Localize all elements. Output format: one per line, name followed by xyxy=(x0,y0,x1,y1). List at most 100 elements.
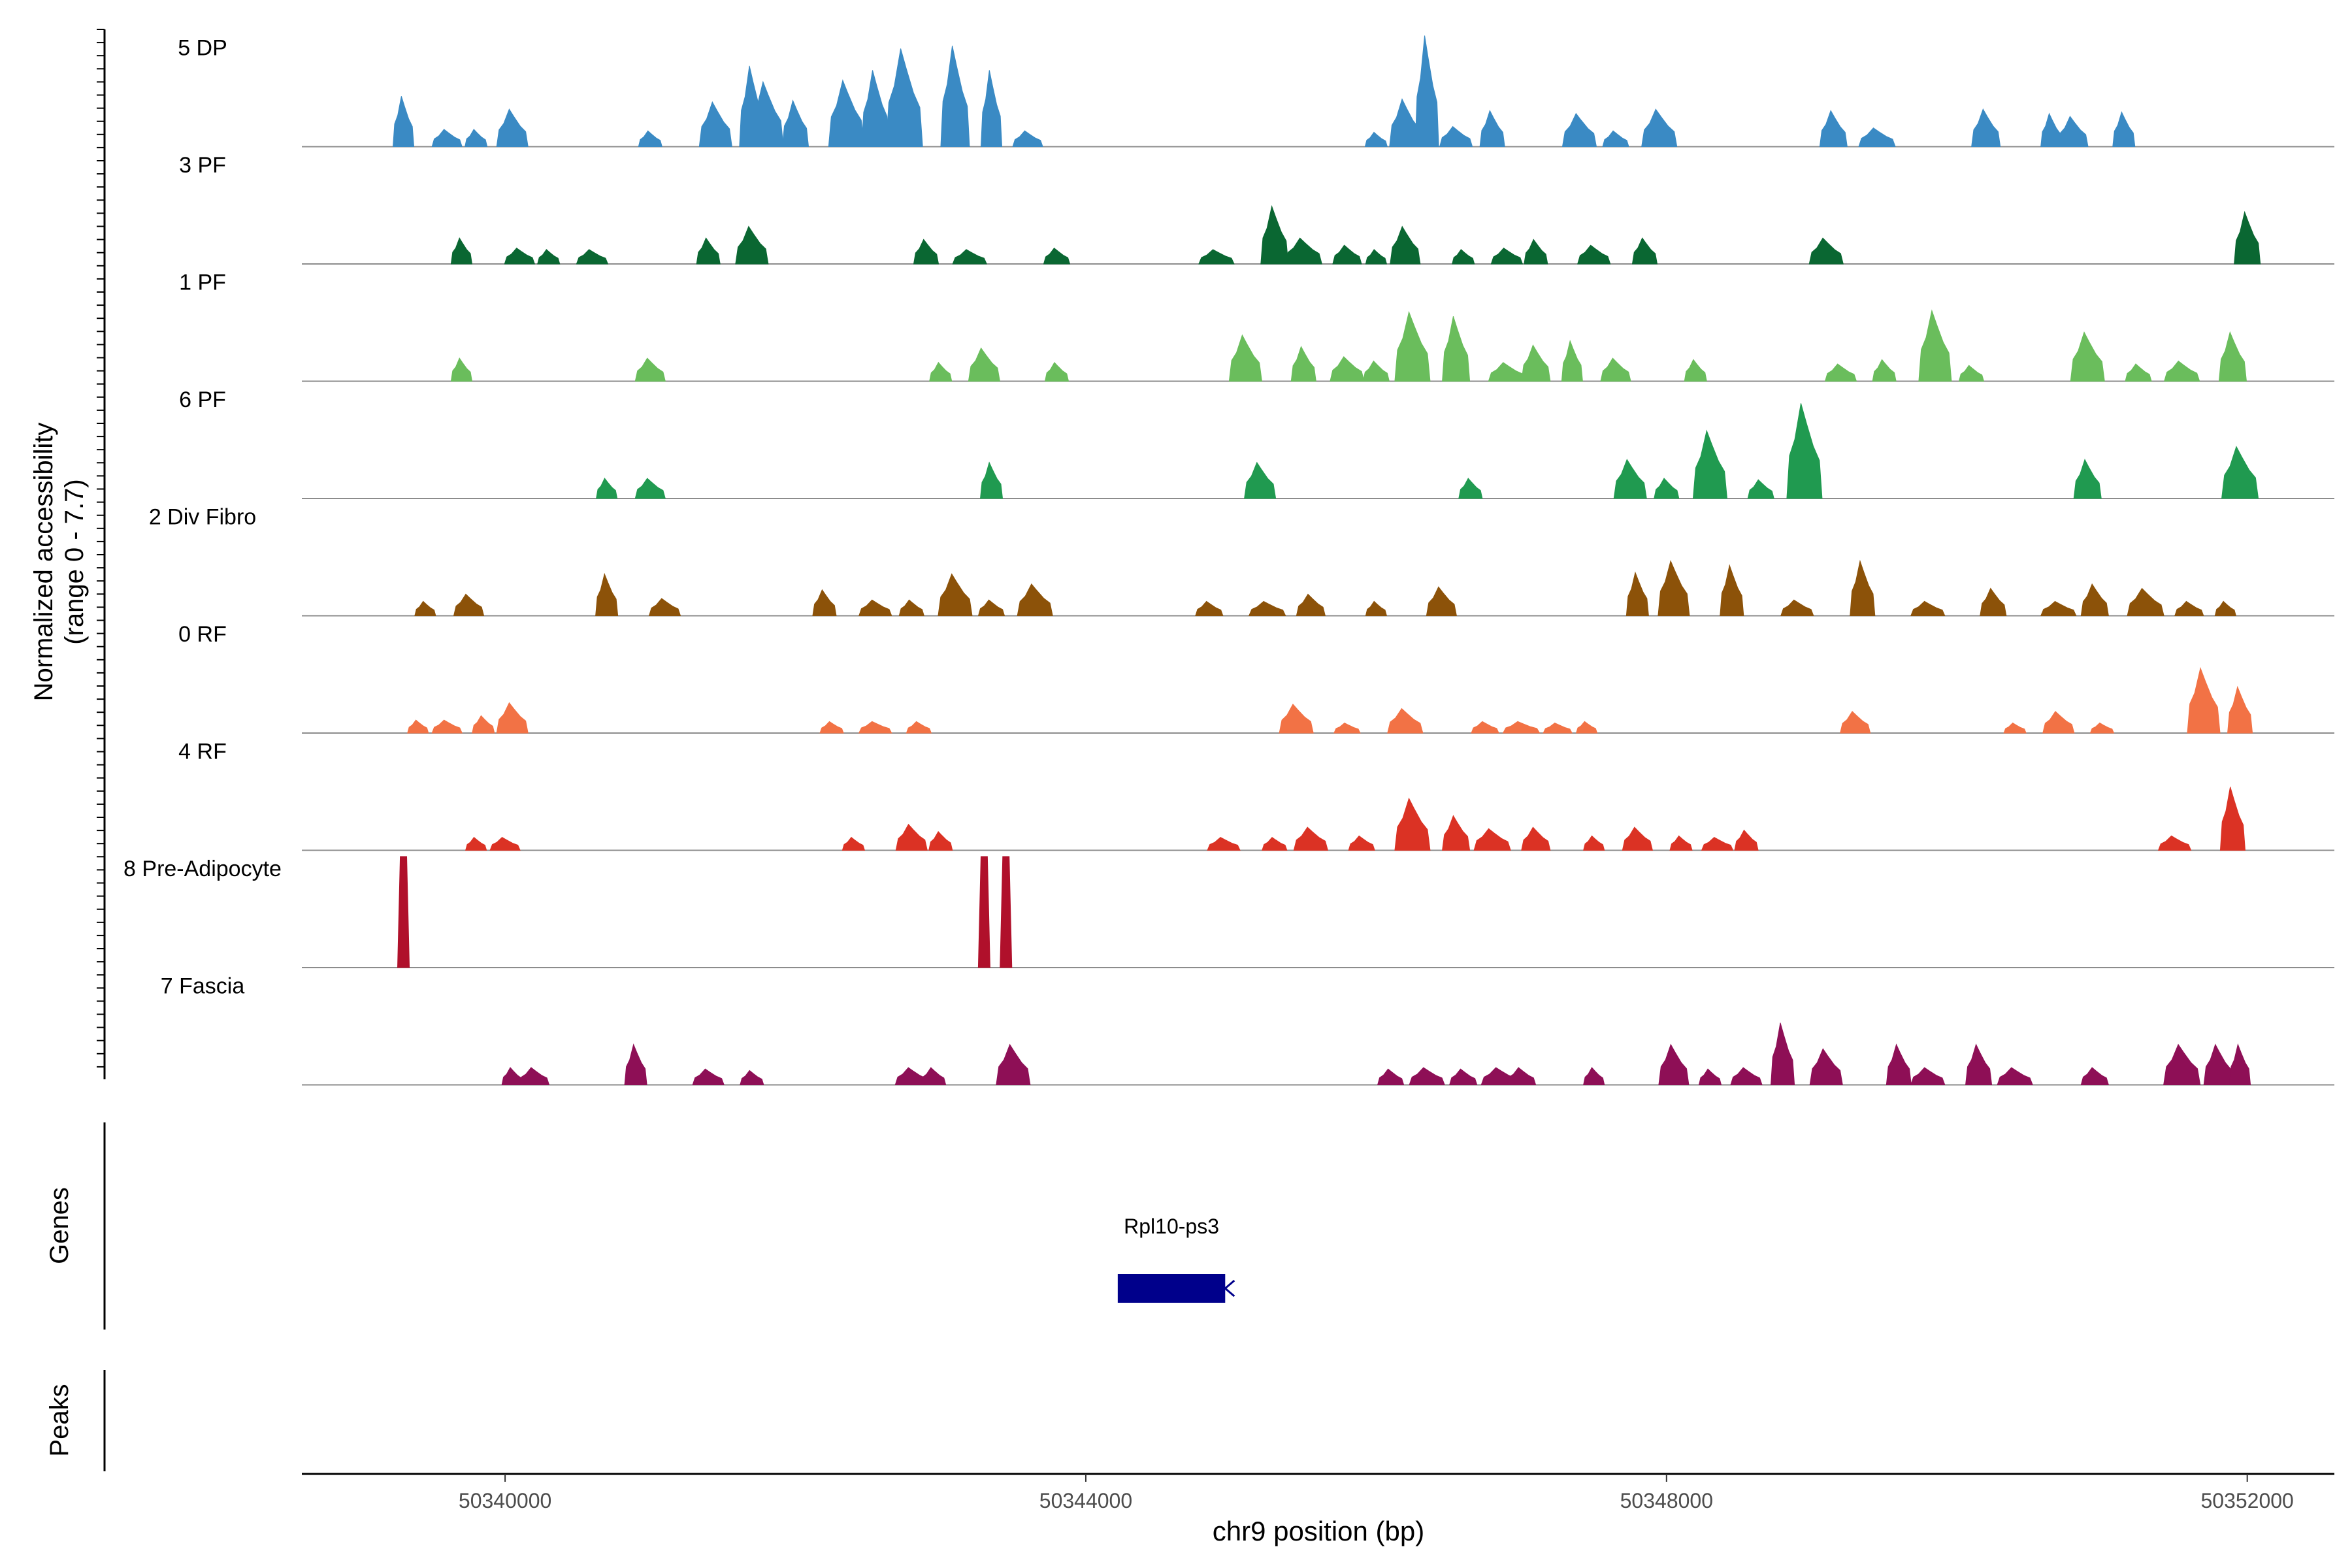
coverage-peak xyxy=(1980,587,2007,616)
x-tick-label: 50352000 xyxy=(2200,1489,2293,1512)
coverage-peak xyxy=(1521,344,1551,382)
coverage-peak xyxy=(1390,225,1421,265)
coverage-peak xyxy=(1613,459,1647,499)
coverage-peak xyxy=(895,823,928,851)
coverage-peak xyxy=(450,357,473,382)
coverage-peak xyxy=(2229,1043,2251,1085)
coverage-peak xyxy=(1228,334,1262,382)
coverage-peak xyxy=(1439,125,1473,147)
track-label: 2 Div Fibro xyxy=(149,505,256,530)
track-5-dp: 5 DP xyxy=(178,35,2334,148)
coverage-peak xyxy=(1409,1067,1445,1085)
coverage-peak xyxy=(414,600,436,616)
coverage-peak xyxy=(696,237,721,265)
track-6-pf: 6 PF xyxy=(179,387,2334,499)
track-0-rf: 0 RF xyxy=(178,622,2334,734)
coverage-peak xyxy=(537,249,561,265)
coverage-peak xyxy=(858,721,892,734)
gene-body xyxy=(1117,1274,1226,1303)
coverage-peak xyxy=(1260,204,1289,265)
coverage-peak xyxy=(1698,1068,1722,1085)
coverage-peak xyxy=(1918,309,1952,382)
coverage-peak xyxy=(1840,711,1871,734)
coverage-peak xyxy=(1575,721,1598,734)
coverage-peak xyxy=(1631,237,1658,265)
coverage-peak xyxy=(977,599,1005,616)
coverage-peak xyxy=(1426,586,1457,616)
coverage-peak xyxy=(1394,797,1431,851)
coverage-peak xyxy=(496,108,529,147)
coverage-peak xyxy=(1012,130,1043,147)
coverage-peak xyxy=(1910,600,1946,616)
coverage-peak xyxy=(2234,210,2261,265)
coverage-peak xyxy=(1886,1043,1912,1085)
track-label: 7 Fascia xyxy=(161,974,245,999)
coverage-peak xyxy=(1473,828,1511,851)
coverage-peak xyxy=(2219,787,2246,851)
coverage-peak xyxy=(1442,316,1471,382)
coverage-peak xyxy=(977,856,990,968)
coverage-peak xyxy=(407,719,429,734)
coverage-peak xyxy=(1449,1068,1478,1085)
coverage-peak xyxy=(2040,600,2077,616)
coverage-peak xyxy=(1692,429,1728,499)
coverage-peak xyxy=(2221,446,2259,499)
coverage-peak xyxy=(2080,583,2109,616)
coverage-peak xyxy=(1786,403,1823,499)
coverage-peak xyxy=(1365,600,1388,616)
coverage-peak xyxy=(1364,131,1388,147)
x-axis-ticks: 50340000 50344000 50348000 50352000 xyxy=(459,1474,2294,1512)
coverage-peak xyxy=(1910,1067,1946,1085)
coverage-peak xyxy=(781,99,809,147)
coverage-peak xyxy=(465,836,487,851)
track-label: 4 RF xyxy=(178,740,227,764)
coverage-peak xyxy=(1524,238,1548,265)
coverage-peak xyxy=(1296,593,1326,616)
coverage-peak xyxy=(979,461,1004,499)
coverage-peak xyxy=(980,70,1003,147)
coverage-peak xyxy=(431,719,463,734)
coverage-peak xyxy=(450,237,473,265)
coverage-peak xyxy=(2073,459,2102,499)
coverage-peak xyxy=(2127,587,2164,616)
coverage-peak xyxy=(2042,711,2075,734)
coverage-peak xyxy=(431,129,463,147)
coverage-peak xyxy=(504,248,536,265)
coverage-peak xyxy=(596,478,618,499)
coverage-peak xyxy=(1458,478,1483,499)
coverage-peak xyxy=(858,599,892,616)
coverage-peak xyxy=(1958,365,1985,382)
coverage-peak xyxy=(1971,108,2001,147)
coverage-peak xyxy=(1414,35,1439,147)
gene-label: Rpl10-ps3 xyxy=(1124,1215,1219,1238)
coverage-peak xyxy=(2174,600,2204,616)
coverage-peak xyxy=(2089,722,2115,734)
coverage-peak xyxy=(929,361,953,382)
coverage-peak xyxy=(1442,815,1471,851)
coverage-peak xyxy=(1017,583,1053,616)
coverage-peak xyxy=(1658,1043,1690,1085)
coverage-peak xyxy=(1997,1067,2033,1085)
coverage-peak xyxy=(648,598,681,616)
track-2-div-fibro: 2 Div Fibro xyxy=(149,505,2334,617)
y-axis-title-line1: Normalized accessibility xyxy=(29,423,58,702)
track-label: 8 Pre-Adipocyte xyxy=(123,857,282,881)
coverage-peak xyxy=(1043,248,1071,265)
coverage-peak xyxy=(1348,835,1375,851)
track-label: 1 PF xyxy=(179,270,226,295)
coverage-peak xyxy=(885,48,923,147)
coverage-peak xyxy=(1262,836,1288,851)
coverage-peak xyxy=(393,96,415,147)
coverage-peak xyxy=(692,1068,725,1085)
gene-track: Rpl10-ps3 xyxy=(1117,1215,1235,1303)
track-1-pf: 1 PF xyxy=(179,270,2334,382)
coverage-peak xyxy=(638,130,662,147)
coverage-peak xyxy=(2163,1043,2201,1085)
coverage-peak xyxy=(1207,837,1241,851)
coverage-peak xyxy=(968,347,1001,382)
coverage-peak xyxy=(1600,357,1631,382)
coverage-peak xyxy=(1602,130,1629,147)
coverage-peak xyxy=(1479,110,1505,147)
track-4-rf: 4 RF xyxy=(178,740,2334,851)
